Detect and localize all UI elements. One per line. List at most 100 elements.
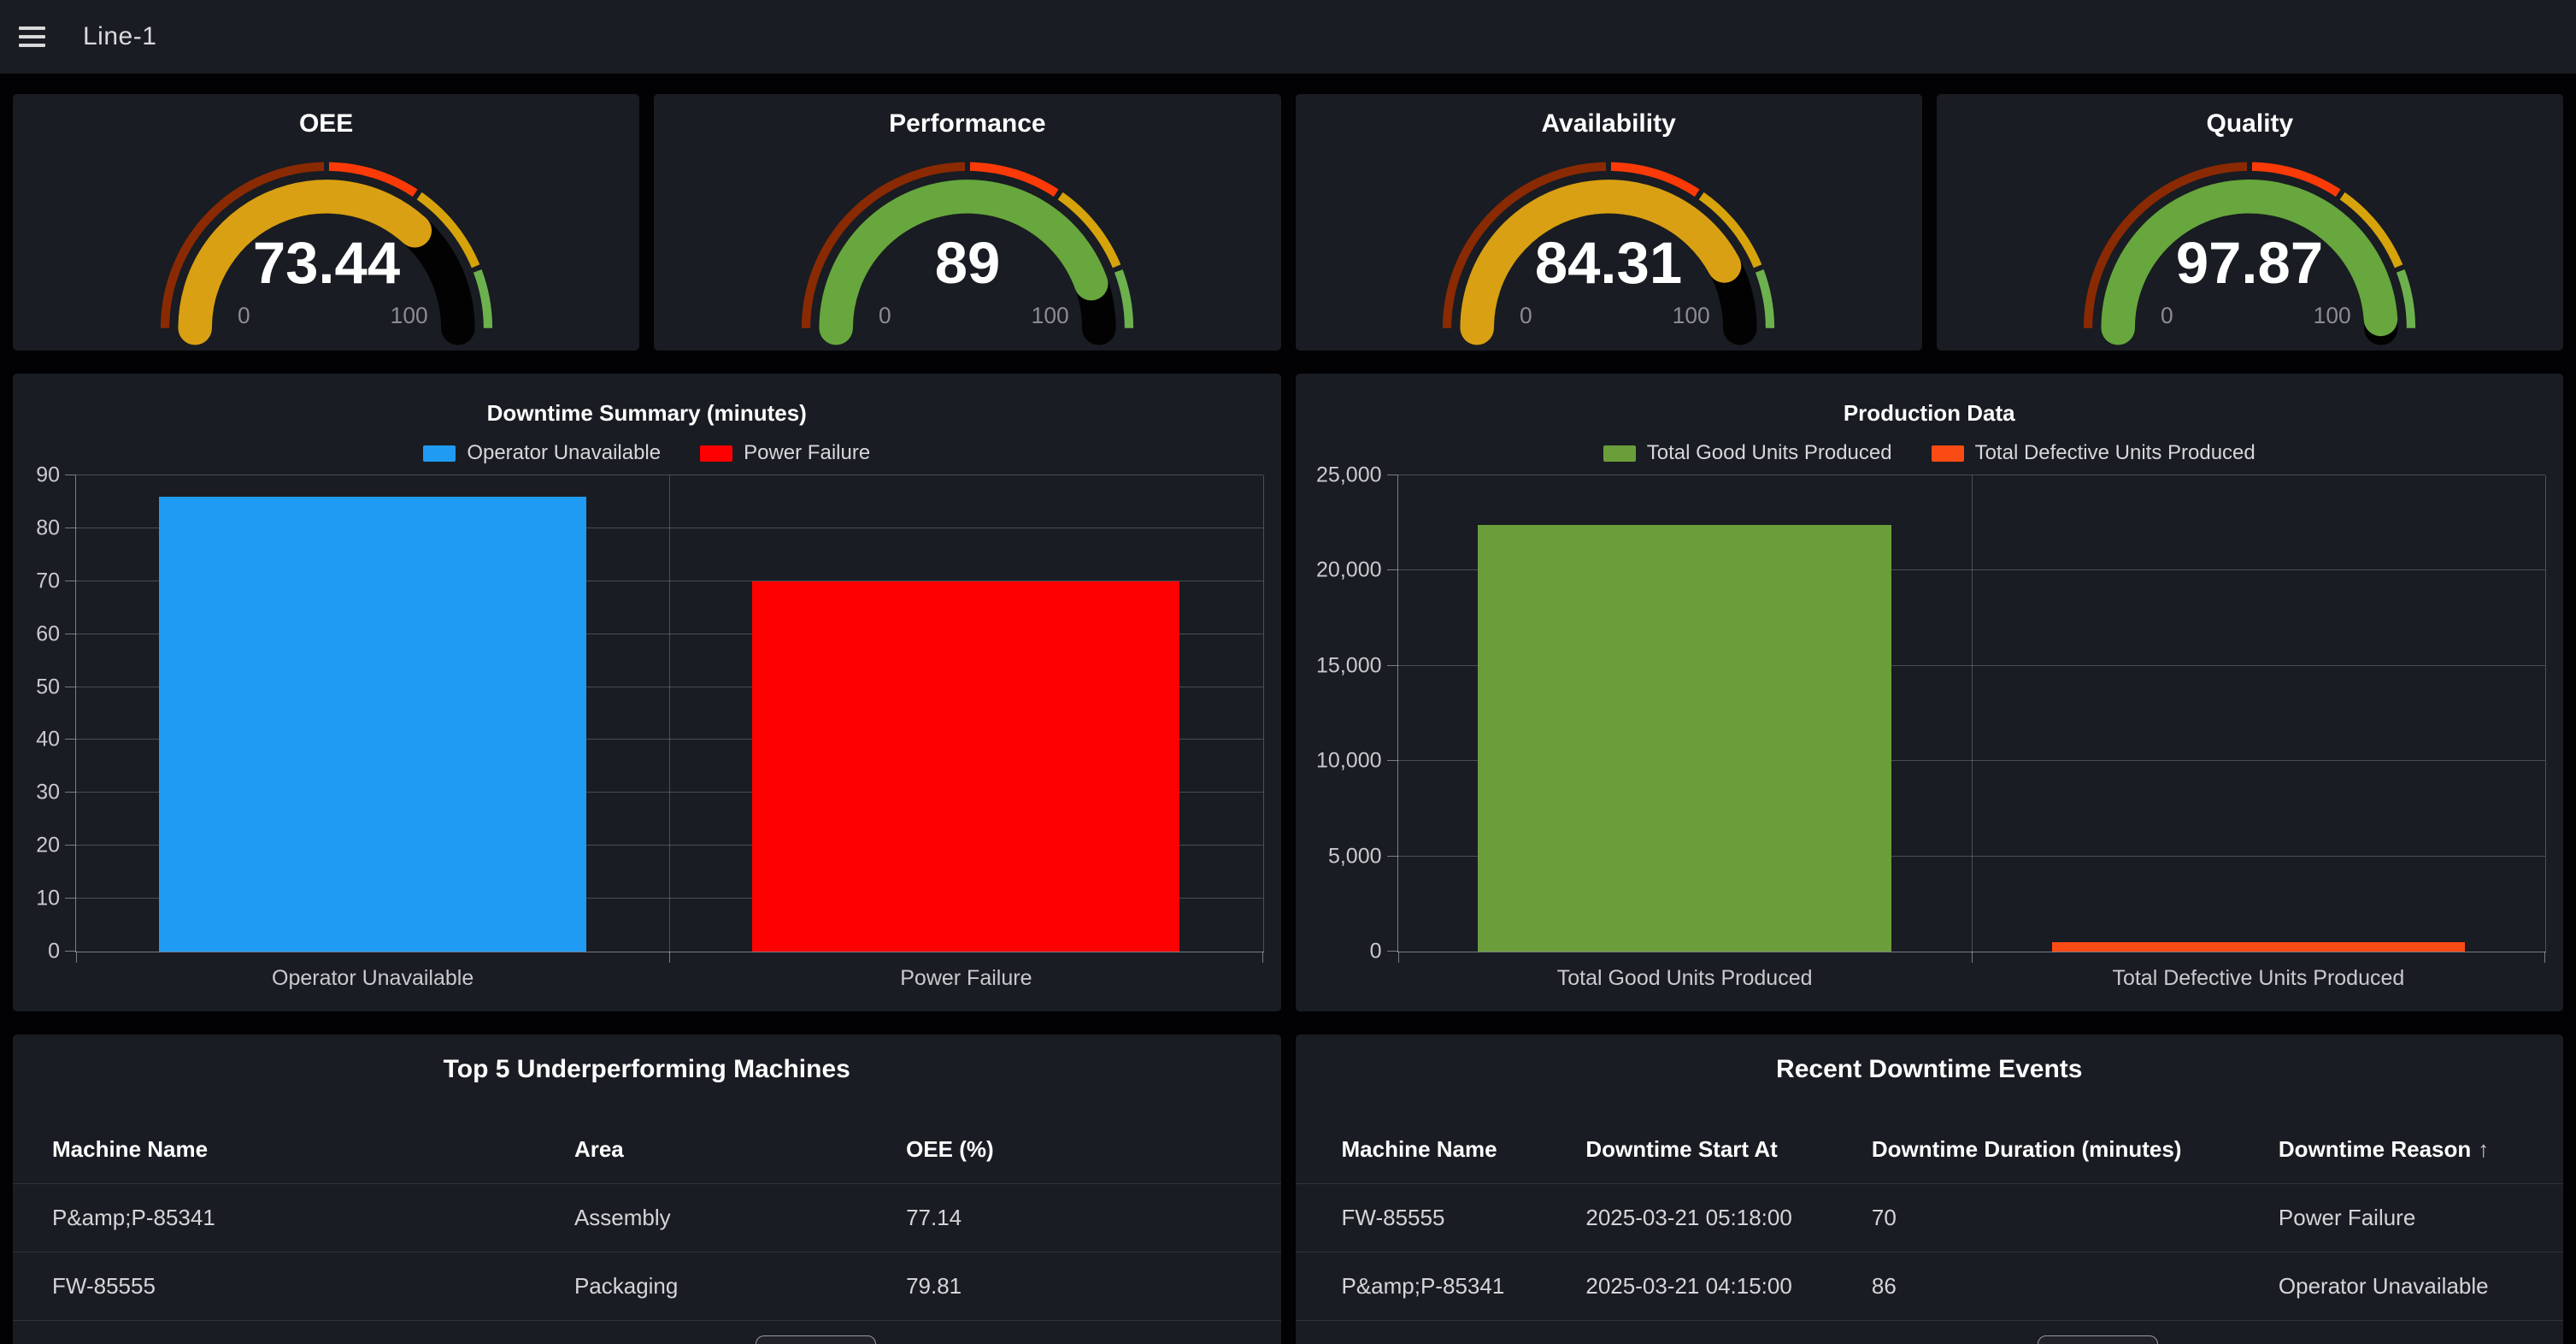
threshold-ring-segment: [160, 162, 324, 328]
pagination-button[interactable]: [755, 1335, 876, 1344]
x-axis-label: Total Defective Units Produced: [2112, 966, 2405, 990]
gauge-value: 89: [935, 230, 1001, 296]
gauge-value-arc: [178, 180, 432, 345]
threshold-ring-segment: [2252, 162, 2341, 197]
legend-item[interactable]: Operator Unavailable: [423, 441, 661, 465]
legend-item[interactable]: Power Failure: [700, 441, 870, 465]
chart-row: Downtime Summary (minutes) Operator Unav…: [13, 374, 2563, 1011]
table-cell: 2025-03-21 05:18:00: [1585, 1205, 1792, 1230]
gauge-min-label: 0: [879, 303, 891, 328]
threshold-ring-segment: [416, 192, 479, 268]
table-row: P&amp;P-85341 2025-03-21 04:15:00 86 Operat…: [1295, 1253, 2563, 1321]
y-axis-label: 50: [36, 675, 60, 699]
legend-swatch: [1931, 445, 1964, 462]
column-header[interactable]: OEE (%): [906, 1136, 994, 1162]
table-row: FW-85555 Packaging 79.81: [13, 1253, 1281, 1321]
gauge-row: OEE 0 100 73.44 Performance 0 100 89 Availab…: [13, 94, 2563, 351]
gauge-max-label: 100: [1032, 303, 1069, 328]
x-axis-label: Total Good Units Produced: [1556, 966, 1813, 990]
legend-swatch: [1603, 445, 1636, 462]
bar: [2051, 942, 2466, 952]
table-header-row: Machine Name Downtime Start At Downtime Du…: [1295, 1116, 2563, 1184]
threshold-ring-segment: [328, 162, 418, 197]
table-cell: Assembly: [573, 1205, 671, 1230]
y-axis-label: 25,000: [1316, 463, 1382, 487]
y-axis-tick: [65, 898, 76, 899]
gridline: [1397, 760, 2545, 762]
threshold-ring-segment: [1114, 269, 1133, 328]
gridline: [76, 845, 1263, 846]
gridline: [76, 898, 1263, 899]
y-axis-tick: [1386, 664, 1398, 666]
panel-title: Production Data: [1843, 400, 2015, 426]
y-axis-tick: [1386, 855, 1398, 857]
pagination-button[interactable]: [2038, 1335, 2159, 1344]
y-axis-label: 0: [48, 939, 60, 964]
gauge-panel-oee: OEE 0 100 73.44: [13, 94, 640, 351]
dashboard-title: Line-1: [83, 22, 157, 50]
chart-panel-downtime-summary: Downtime Summary (minutes) Operator Unav…: [13, 374, 1281, 1011]
table-header-row: Machine Name Area OEE (%): [13, 1116, 1281, 1184]
x-axis-label: Operator Unavailable: [272, 966, 474, 990]
top-bar: Line-1: [0, 0, 2576, 74]
gauge-min-label: 0: [2161, 303, 2173, 328]
gauge-panel-availability: Availability 0 100 84.31: [1295, 94, 1922, 351]
chart-legend: Operator Unavailable Power Failure: [13, 441, 1281, 465]
gridline: [76, 792, 1263, 793]
threshold-ring-segment: [473, 269, 492, 328]
gauge-max-label: 100: [390, 303, 427, 328]
threshold-ring-segment: [1610, 162, 1700, 197]
dashboard-content: OEE 0 100 73.44 Performance 0 100 89 Availab…: [0, 74, 2576, 1344]
column-header[interactable]: Downtime Reason ↑: [2278, 1136, 2490, 1162]
legend-label: Total Good Units Produced: [1646, 441, 1892, 464]
machines-table: Machine Name Area OEE (%) P&amp;P-85341 Asse…: [13, 1116, 1281, 1321]
legend-item[interactable]: Total Good Units Produced: [1603, 441, 1892, 465]
gridline: [1397, 855, 2545, 857]
table-cell: 77.14: [906, 1205, 962, 1230]
column-header[interactable]: Downtime Duration (minutes): [1871, 1136, 2182, 1162]
panel-title: Downtime Summary (minutes): [486, 400, 807, 426]
category-separator-line: [1971, 475, 1973, 952]
y-axis-tick: [65, 739, 76, 740]
y-axis-tick: [65, 951, 76, 952]
x-axis-tick: [2544, 952, 2545, 963]
y-axis-label: 20,000: [1316, 557, 1382, 582]
x-axis-tick: [76, 952, 77, 963]
y-axis-tick: [1386, 760, 1398, 762]
table-row-section: Top 5 Underperforming Machines Machine N…: [13, 1035, 2563, 1344]
gauge-min-label: 0: [238, 303, 250, 328]
y-axis-tick: [65, 792, 76, 793]
performance-gauge: 0 100 89: [801, 162, 1133, 345]
column-header[interactable]: Machine Name: [52, 1136, 209, 1162]
table-cell: 86: [1871, 1273, 1897, 1299]
threshold-ring-segment: [2084, 162, 2248, 328]
table-cell: FW-85555: [52, 1273, 156, 1299]
bar: [159, 496, 587, 952]
y-axis-label: 20: [36, 833, 60, 858]
oee-gauge: 0 100 73.44: [160, 162, 492, 345]
menu-icon[interactable]: [19, 27, 45, 47]
gauge-min-label: 0: [1520, 303, 1532, 328]
legend-item[interactable]: Total Defective Units Produced: [1931, 441, 2255, 465]
y-axis-label: 80: [36, 516, 60, 540]
table-cell: P&amp;P-85341: [52, 1205, 215, 1230]
table-cell: P&amp;P-85341: [1341, 1273, 1505, 1299]
column-header[interactable]: Machine Name: [1341, 1136, 1497, 1162]
table-panel-recent-downtime-events: Recent Downtime Events Machine Name Downt…: [1295, 1035, 2563, 1344]
y-axis-label: 0: [1369, 939, 1382, 964]
column-header[interactable]: Downtime Start At: [1585, 1136, 1778, 1162]
table-cell: 70: [1871, 1205, 1897, 1230]
y-axis-tick: [65, 845, 76, 846]
threshold-ring-segment: [969, 162, 1059, 197]
y-axis-label: 70: [36, 569, 60, 593]
threshold-ring-segment: [801, 162, 965, 328]
table-cell: Operator Unavailable: [2278, 1273, 2489, 1299]
table-panel-underperforming-machines: Top 5 Underperforming Machines Machine N…: [13, 1035, 1281, 1344]
panel-title: OEE: [298, 109, 354, 138]
x-axis-label: Power Failure: [900, 966, 1032, 990]
column-header[interactable]: Area: [573, 1136, 624, 1162]
quality-gauge: 0 100 97.87: [2084, 162, 2416, 345]
threshold-ring-segment: [2397, 269, 2416, 328]
gridline: [1397, 664, 2545, 666]
